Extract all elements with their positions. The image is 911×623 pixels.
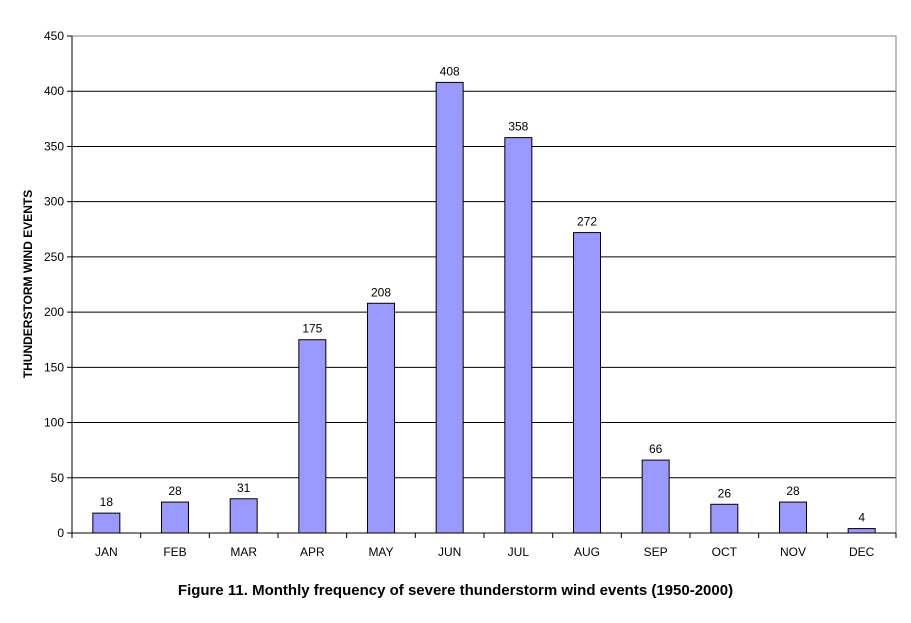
data-label: 28 bbox=[168, 484, 182, 498]
data-label: 208 bbox=[371, 285, 391, 299]
x-tick-label: MAY bbox=[368, 545, 393, 559]
x-tick-label: AUG bbox=[574, 545, 600, 559]
y-tick-label: 250 bbox=[44, 250, 64, 264]
data-label: 358 bbox=[508, 120, 528, 134]
x-tick-label: APR bbox=[300, 545, 325, 559]
bar-apr bbox=[298, 339, 327, 534]
bar-oct bbox=[710, 503, 739, 534]
x-tick-labels: JAN FEB MAR APR MAY JUN JUL AUG SEP OCT NOV DEC bbox=[95, 545, 875, 559]
bar-may bbox=[367, 302, 395, 534]
bar-sep bbox=[641, 459, 670, 534]
x-tick-label: OCT bbox=[712, 545, 738, 559]
x-tick-label: DEC bbox=[849, 545, 875, 559]
bars bbox=[92, 81, 876, 534]
bar-chart: 0 50 100 150 200 250 300 350 400 450 JAN FEB MAR APR… bbox=[21, 29, 897, 559]
y-tick-labels: 0 50 100 150 200 250 300 350 400 450 bbox=[44, 29, 64, 540]
x-tick-label: JAN bbox=[95, 545, 118, 559]
data-label: 272 bbox=[577, 215, 597, 229]
y-tick-label: 0 bbox=[57, 526, 64, 540]
data-label: 175 bbox=[302, 322, 322, 336]
y-tick-label: 300 bbox=[44, 195, 64, 209]
data-label: 28 bbox=[786, 484, 800, 498]
x-tick-label: SEP bbox=[644, 545, 668, 559]
bar-jun bbox=[435, 81, 464, 534]
data-label: 18 bbox=[100, 495, 114, 509]
y-tick-label: 50 bbox=[51, 471, 65, 485]
data-label: 66 bbox=[649, 442, 663, 456]
plot-area-border bbox=[71, 35, 897, 534]
bar-mar bbox=[229, 498, 258, 534]
y-axis-label: THUNDERSTORM WIND EVENTS bbox=[21, 190, 35, 378]
y-tick-label: 450 bbox=[44, 29, 64, 43]
bar-jan bbox=[92, 512, 121, 534]
y-tick-label: 200 bbox=[44, 305, 64, 319]
x-tick-label: FEB bbox=[163, 545, 186, 559]
data-label: 408 bbox=[440, 64, 460, 78]
y-tick-label: 400 bbox=[44, 84, 64, 98]
x-tick-label: JUL bbox=[508, 545, 530, 559]
x-tick-label: NOV bbox=[780, 545, 806, 559]
figure-caption: Figure 11. Monthly frequency of severe t… bbox=[177, 582, 734, 599]
bar-dec bbox=[847, 528, 876, 534]
data-labels: 18 28 31 175 208 408 358 272 66 26 28 4 bbox=[100, 64, 866, 524]
y-tick-label: 100 bbox=[44, 416, 64, 430]
axes bbox=[67, 35, 897, 538]
bar-nov bbox=[779, 501, 807, 534]
bar-feb bbox=[161, 501, 189, 534]
bar-aug bbox=[573, 232, 601, 534]
data-label: 4 bbox=[858, 511, 865, 525]
data-label: 31 bbox=[237, 481, 251, 495]
grid-lines bbox=[72, 35, 896, 479]
y-tick-label: 350 bbox=[44, 139, 64, 153]
bar-jul bbox=[504, 137, 533, 534]
y-tick-label: 150 bbox=[44, 360, 64, 374]
x-tick-label: MAR bbox=[230, 545, 257, 559]
x-tick-label: JUN bbox=[438, 545, 461, 559]
data-label: 26 bbox=[718, 486, 732, 500]
